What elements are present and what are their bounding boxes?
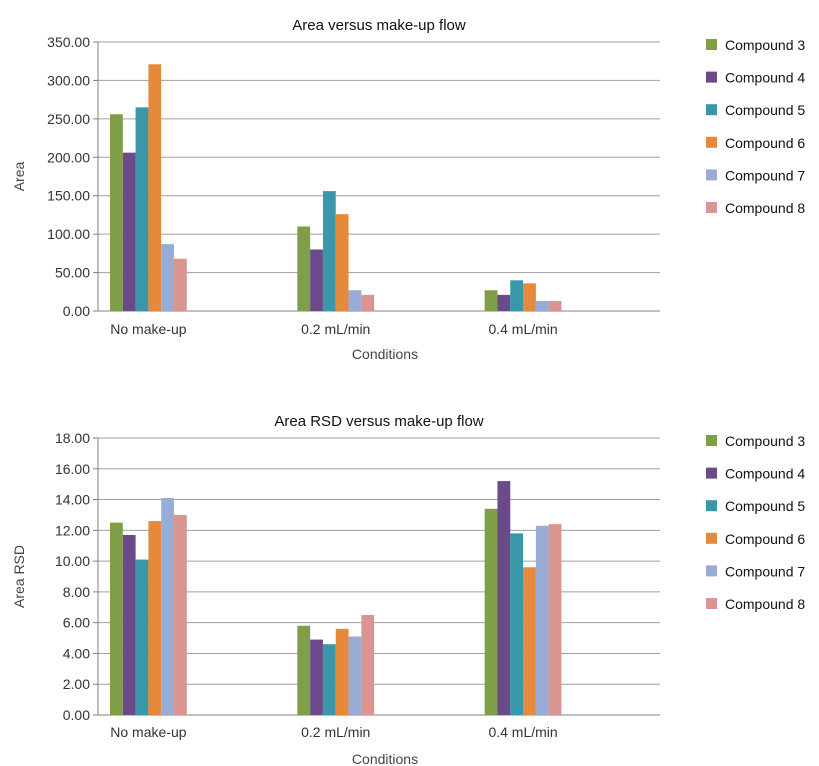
legend-swatch [706, 500, 717, 512]
y-tick-label: 16.00 [55, 461, 90, 477]
x-tick-label: No make-up [110, 321, 186, 337]
bar [322, 191, 336, 311]
bar [161, 498, 174, 715]
x-tick-label: No make-up [110, 724, 186, 740]
y-tick-label: 150.00 [47, 188, 90, 204]
bar [122, 152, 136, 311]
legend-label: Compound 8 [725, 200, 805, 216]
legend-swatch [706, 104, 717, 116]
y-tick-label: 250.00 [47, 111, 90, 127]
bar [335, 214, 349, 311]
x-tick-label: 0.4 mL/min [488, 724, 557, 740]
bar [110, 522, 123, 715]
y-tick-label: 8.00 [63, 584, 90, 600]
bar [148, 521, 162, 715]
y-tick-label: 14.00 [55, 492, 90, 508]
bar [535, 301, 549, 311]
area-chart: Area versus make-up flow 0.00 50.00 100.00 1… [11, 17, 805, 362]
legend-swatch [706, 39, 717, 50]
bar [161, 244, 174, 311]
x-tick-label: 0.2 mL/min [301, 724, 370, 740]
y-tick-label: 50.00 [55, 265, 90, 281]
y-tick-label: 12.00 [55, 522, 90, 538]
area-rsd-chart: Area RSD versus make-up flow 0.00 2.00 4.00… [11, 413, 805, 766]
x-tick-label: 0.2 mL/min [301, 321, 370, 337]
bar [523, 567, 536, 715]
y-tick-label: 4.00 [63, 645, 90, 661]
bar [523, 283, 536, 311]
bar [310, 249, 323, 311]
x-tick-label: 0.4 mL/min [488, 321, 557, 337]
legend-label: Compound 8 [725, 596, 805, 612]
legend-swatch [706, 169, 717, 181]
bar [110, 114, 123, 311]
bar [135, 559, 149, 715]
legend-swatch [706, 202, 717, 213]
legend-label: Compound 4 [725, 466, 805, 482]
chart-title: Area RSD versus make-up flow [274, 413, 483, 430]
bar [297, 625, 311, 715]
bar [148, 64, 162, 311]
legend-label: Compound 7 [725, 167, 805, 183]
bar [484, 290, 498, 311]
bar [135, 107, 149, 311]
y-tick-label: 10.00 [55, 553, 90, 569]
legend-swatch [706, 565, 717, 577]
legend-label: Compound 5 [725, 102, 805, 118]
y-tick-label: 6.00 [63, 615, 90, 631]
y-tick-label: 2.00 [63, 676, 90, 692]
legend-label: Compound 6 [725, 531, 805, 547]
bar [348, 290, 362, 311]
y-tick-label: 0.00 [63, 707, 90, 723]
bar [335, 628, 349, 715]
bar [361, 614, 375, 715]
bar [535, 525, 549, 715]
bar [174, 514, 187, 715]
x-axis-title: Conditions [352, 346, 418, 362]
y-tick-label: 18.00 [55, 430, 90, 446]
legend-label: Compound 4 [725, 70, 805, 86]
legend-swatch [706, 136, 717, 148]
y-tick-label: 300.00 [47, 72, 90, 88]
y-tick-label: 0.00 [63, 303, 90, 319]
bar [322, 644, 336, 715]
legend-label: Compound 5 [725, 498, 805, 514]
chart-title: Area versus make-up flow [292, 17, 466, 34]
bar [361, 294, 375, 311]
y-axis-title: Area [11, 162, 27, 192]
legend-swatch [706, 435, 717, 446]
legend-label: Compound 6 [725, 135, 805, 151]
legend-label: Compound 3 [725, 433, 805, 449]
bar [310, 639, 323, 715]
bar [497, 481, 511, 715]
y-tick-label: 350.00 [47, 34, 90, 50]
bar [348, 636, 362, 715]
bar [548, 301, 562, 311]
legend-swatch [706, 71, 717, 83]
bar [510, 533, 524, 715]
bar [297, 226, 311, 311]
x-axis-title: Conditions [352, 751, 418, 766]
y-tick-label: 200.00 [47, 149, 90, 165]
legend-swatch [706, 598, 717, 609]
bar [484, 508, 498, 715]
bar [174, 258, 187, 311]
bar [548, 524, 562, 715]
legend-label: Compound 7 [725, 563, 805, 579]
legend-swatch [706, 467, 717, 479]
bar [122, 534, 136, 715]
bar [510, 280, 524, 311]
bar [497, 294, 511, 311]
legend-swatch [706, 532, 717, 544]
y-tick-label: 100.00 [47, 226, 90, 242]
legend-label: Compound 3 [725, 37, 805, 53]
y-axis-title: Area RSD [11, 545, 27, 608]
